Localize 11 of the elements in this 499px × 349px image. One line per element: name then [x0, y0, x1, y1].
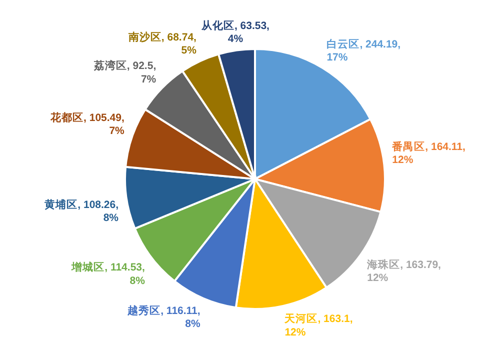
slice-label: 黄埔区, 108.26, 8%: [44, 198, 120, 224]
slice-label: 海珠区, 163.79, 12%: [366, 258, 442, 284]
slice-label: 南沙区, 68.74, 5%: [127, 30, 198, 57]
slice-label: 花都区, 105.49, 7%: [50, 110, 126, 137]
slice-label: 白云区, 244.19, 17%: [326, 37, 401, 64]
slice-label: 从化区, 63.53, 4%: [200, 18, 270, 45]
slice-label: 番禺区, 164.11, 12%: [391, 140, 466, 166]
slice-label: 越秀区, 116.11, 8%: [126, 304, 201, 330]
slice-label: 荔湾区, 92.5, 7%: [92, 59, 157, 86]
slice-label: 增城区, 114.53, 8%: [70, 260, 146, 287]
slice-label: 天河区, 163.1, 12%: [284, 312, 353, 338]
